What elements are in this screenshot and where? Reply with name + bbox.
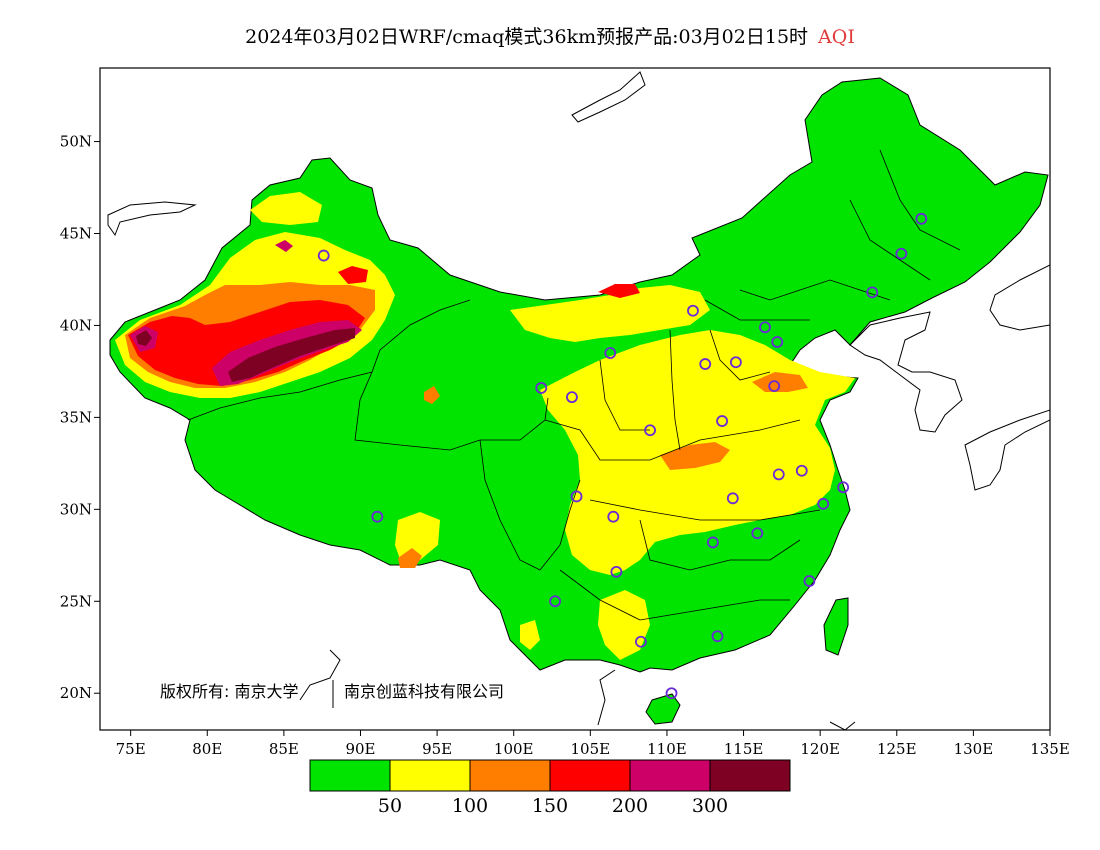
legend-label: 300 — [692, 795, 728, 817]
legend-swatch — [469, 759, 551, 792]
station-marker — [795, 464, 808, 477]
aqi-moderate-north — [250, 192, 322, 225]
station-marker — [644, 424, 656, 437]
legend-swatch — [389, 759, 471, 792]
station-marker — [895, 247, 908, 260]
legend-swatch — [709, 759, 791, 792]
station-marker — [915, 212, 928, 225]
lon-tick-label: 120E — [800, 740, 840, 758]
station-marker — [768, 380, 781, 393]
station-marker — [711, 630, 724, 643]
plot-frame — [99, 67, 1051, 731]
aqi-moderate-hetao — [510, 285, 710, 342]
legend-label: 200 — [612, 795, 648, 817]
station-marker — [729, 356, 742, 369]
aqi-usg-tibet — [398, 548, 422, 568]
hainan-island — [645, 693, 681, 725]
station-marker — [759, 321, 771, 334]
aqi-unhealthy-north — [338, 266, 368, 284]
station-marker — [751, 527, 764, 540]
aqi-usg-shandong — [752, 372, 808, 392]
aqi-moderate-south — [598, 590, 650, 660]
title-variable: AQI — [818, 26, 855, 48]
copyright-text: 版权所有: 南京大学 — [160, 682, 298, 701]
station-marker — [371, 510, 384, 523]
station-marker — [803, 575, 816, 587]
legend-swatch — [549, 759, 631, 792]
station-marker — [570, 490, 583, 503]
aqi-unhealthy-neimeng — [598, 284, 640, 298]
longitude-axis: 75E 80E 85E 90E 95E 100E 105E 110E 115E 120E 125E 1… — [116, 730, 1070, 758]
station-marker — [716, 415, 728, 427]
lon-tick-label: 105E — [571, 740, 611, 758]
lon-tick-label: 75E — [116, 740, 146, 758]
lat-tick-label: 45N — [60, 225, 92, 243]
aqi-hazardous-kashgar — [136, 330, 152, 346]
station-marker — [707, 536, 719, 549]
station-marker — [535, 382, 548, 394]
lat-tick-label: 40N — [60, 316, 92, 334]
lon-tick-label: 130E — [954, 740, 994, 758]
station-marker — [726, 492, 739, 505]
aqi-usg-qinghai — [424, 386, 440, 404]
map-title: 2024年03月02日WRF/cmaq模式36km预报产品:03月02日15时 A… — [0, 22, 1100, 49]
province-boundaries — [187, 149, 961, 621]
station-marker — [772, 468, 785, 481]
station-marker — [817, 497, 830, 510]
lon-tick-label: 90E — [345, 740, 375, 758]
lon-tick-label: 110E — [647, 740, 687, 758]
station-marker — [634, 635, 647, 648]
legend-swatch — [309, 759, 391, 792]
legend-label: 50 — [378, 795, 402, 817]
station-marker — [317, 249, 330, 262]
lat-tick-label: 20N — [60, 684, 92, 702]
lat-tick-label: 35N — [60, 408, 92, 426]
lat-tick-label: 25N — [60, 592, 92, 610]
lon-tick-label: 125E — [877, 740, 917, 758]
map-plot — [107, 71, 1050, 730]
lon-tick-label: 100E — [494, 740, 534, 758]
neighbor-coastlines — [107, 71, 1050, 730]
station-marker — [866, 286, 879, 299]
station-marker — [604, 347, 617, 359]
lon-tick-label: 95E — [422, 740, 452, 758]
aqi-legend: 50 100 150 200 300 — [309, 759, 791, 817]
station-marker — [699, 358, 712, 370]
lat-tick-label: 50N — [60, 133, 92, 151]
taiwan-island — [823, 597, 849, 656]
station-marker — [610, 565, 623, 578]
station-marker — [837, 481, 850, 494]
station-marker — [566, 391, 578, 404]
station-marker — [549, 595, 561, 608]
title-text: 2024年03月02日WRF/cmaq模式36km预报产品:03月02日15时 — [245, 26, 809, 48]
station-marker — [687, 304, 699, 317]
legend-label: 100 — [452, 795, 488, 817]
station-marker — [607, 510, 620, 523]
aqi-moderate-tibet — [395, 512, 440, 565]
monitoring-stations — [317, 212, 928, 700]
aqi-moderate-sichuan — [520, 620, 540, 650]
lat-tick-label: 30N — [60, 500, 92, 518]
lon-tick-label: 135E — [1030, 740, 1070, 758]
aqi-unhealthy-tarim — [128, 300, 365, 386]
station-marker — [771, 336, 784, 348]
copyright-company: 南京创蓝科技有限公司 — [344, 682, 504, 701]
latitude-axis: 20N 25N 30N 35N 40N 45N 50N — [60, 133, 100, 702]
aqi-usg-henan — [660, 442, 730, 470]
legend-label: 150 — [532, 795, 568, 817]
lon-tick-label: 80E — [192, 740, 222, 758]
aqi-very-unhealthy-north — [275, 240, 293, 252]
station-marker — [665, 687, 678, 700]
aqi-hazardous-tarim — [228, 328, 355, 382]
lon-tick-label: 115E — [724, 740, 764, 758]
legend-swatch — [629, 759, 711, 792]
lon-tick-label: 85E — [269, 740, 299, 758]
